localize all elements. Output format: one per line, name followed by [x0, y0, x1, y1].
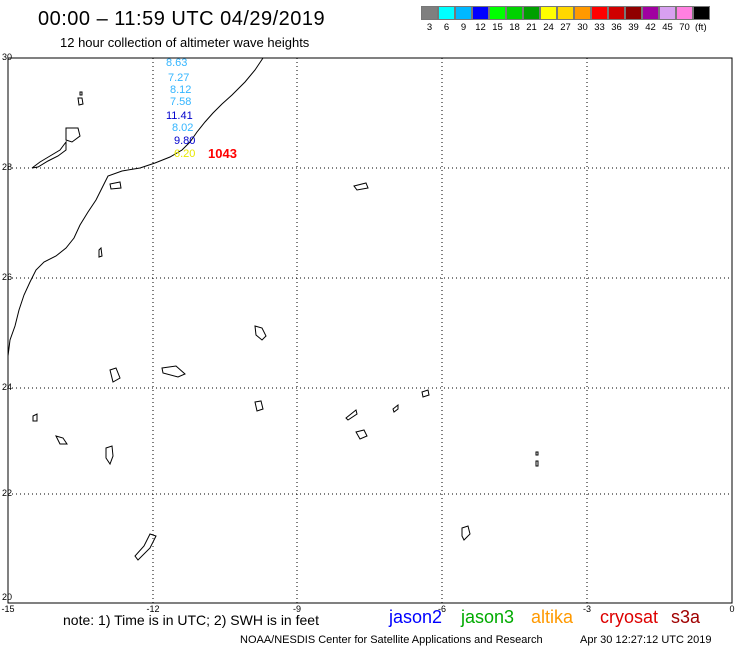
lat-lon-grid: [8, 58, 732, 603]
lon-label: -12: [146, 604, 160, 614]
color-scale-label: 18: [509, 22, 520, 33]
island-lanzarote: [65, 127, 81, 143]
color-scale-label: 36: [611, 22, 622, 33]
island-r: [134, 533, 157, 561]
color-scale-label: 70: [679, 22, 690, 33]
color-scale-label: (ft): [695, 22, 707, 33]
color-swatch: [591, 6, 608, 20]
color-scale-label: 33: [594, 22, 605, 33]
color-swatch: [540, 6, 557, 20]
wave-height-value: 8.02: [172, 122, 194, 134]
island-o: [535, 451, 539, 456]
lat-label: 24: [2, 382, 13, 392]
color-scale-label: 39: [628, 22, 639, 33]
footer-credit: NOAA/NESDIS Center for Satellite Applica…: [240, 634, 543, 646]
color-scale-label: 42: [645, 22, 656, 33]
lat-label: 22: [2, 488, 13, 498]
color-swatch: [557, 6, 574, 20]
lat-label: 20: [2, 592, 13, 602]
lat-label: 26: [2, 272, 13, 282]
island-c: [98, 246, 103, 258]
footer-timestamp: Apr 30 12:27:12 UTC 2019: [580, 634, 712, 646]
color-swatch: [489, 6, 506, 20]
satellite-cryosat: cryosat: [600, 607, 659, 627]
island-n: [105, 445, 114, 466]
color-scale-label: 6: [443, 22, 450, 33]
color-scale-label: 15: [492, 22, 503, 33]
island-f: [161, 365, 186, 378]
color-swatch: [523, 6, 540, 20]
lon-label: -3: [582, 604, 591, 614]
color-swatch: [472, 6, 489, 20]
island-alegranza: [79, 91, 83, 96]
color-swatch: [421, 6, 438, 20]
color-scale-label: 21: [526, 22, 537, 33]
island-a: [109, 181, 122, 190]
color-swatch: [659, 6, 676, 20]
color-swatch: [438, 6, 455, 20]
island-g: [254, 400, 264, 412]
color-scale-label: 3: [426, 22, 433, 33]
color-scale-label: 30: [577, 22, 588, 33]
color-swatch: [608, 6, 625, 20]
buoy-label: 1043: [208, 146, 237, 161]
wave-height-value: 7.58: [170, 96, 192, 108]
island-graciosa: [77, 97, 84, 106]
island-q: [461, 525, 471, 541]
color-swatch: [693, 6, 710, 20]
color-scale-label: 24: [543, 22, 554, 33]
lon-label: -6: [437, 604, 446, 614]
africa-coastline: [7, 57, 264, 357]
satellite-jason2: jason2: [389, 607, 443, 627]
wave-height-value: 6.20: [174, 148, 196, 160]
island-d: [254, 325, 267, 341]
lat-label: 28: [2, 162, 13, 172]
color-swatch: [455, 6, 472, 20]
satellite-altika: altika: [531, 607, 574, 627]
island-k: [32, 413, 38, 422]
island-e: [109, 367, 121, 383]
color-swatch: [642, 6, 659, 20]
island-h: [421, 389, 430, 398]
color-scale-label: 27: [560, 22, 571, 33]
color-swatch: [506, 6, 523, 20]
satellite-s3a: s3a: [671, 607, 701, 627]
map-subtitle: 12 hour collection of altimeter wave hei…: [60, 35, 310, 50]
satellite-jason3: jason3: [461, 607, 515, 627]
map-title: 00:00 – 11:59 UTC 04/29/2019: [38, 8, 326, 30]
color-swatch: [625, 6, 642, 20]
wave-height-value: 8.12: [170, 84, 192, 96]
island-b: [353, 182, 369, 191]
color-scale-label: 12: [475, 22, 486, 33]
lat-label: 30: [2, 52, 13, 62]
island-m: [355, 429, 368, 440]
color-scale-labels: 3 6 9 12 15 18 21 24 27 30 33 36 39 42 45 70 (ft): [421, 22, 717, 33]
wave-height-value: 9.80: [174, 135, 196, 147]
color-scale: [421, 6, 710, 20]
wave-height-value: 11.41: [166, 110, 193, 122]
color-scale-label: 45: [662, 22, 673, 33]
color-swatch: [676, 6, 693, 20]
color-swatch: [574, 6, 591, 20]
map-frame: [7, 57, 733, 604]
wave-height-value: 8.63: [166, 57, 188, 69]
color-scale-label: 9: [460, 22, 467, 33]
wave-height-value: 7.27: [168, 72, 190, 84]
island-j: [392, 403, 399, 413]
lon-label: -9: [292, 604, 301, 614]
island-i: [345, 409, 358, 421]
island-l: [55, 435, 68, 445]
lon-label: 0: [729, 604, 735, 614]
lon-label: -15: [1, 604, 15, 614]
island-fuerteventura: [31, 140, 67, 169]
footer-note: note: 1) Time is in UTC; 2) SWH is in fe…: [63, 612, 319, 628]
island-p: [535, 460, 539, 467]
